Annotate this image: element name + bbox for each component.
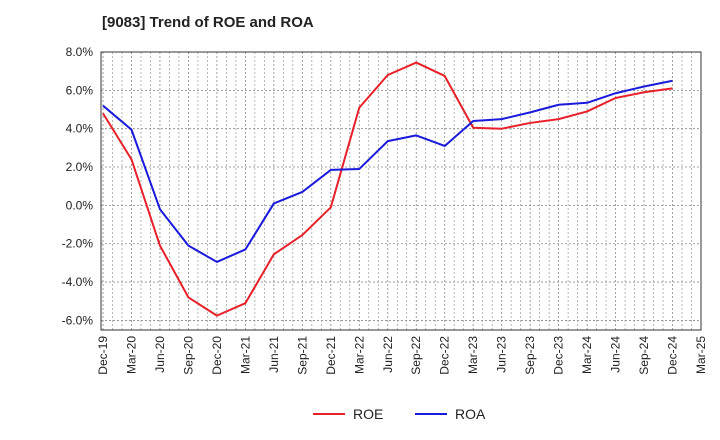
x-tick-label: Dec-24 <box>666 336 680 375</box>
y-tick-label: 6.0% <box>66 83 94 97</box>
series-line-roa <box>102 79 673 263</box>
x-tick-label: Sep-21 <box>295 336 309 375</box>
y-tick-label: 0.0% <box>66 198 94 212</box>
x-tick-label: Dec-21 <box>324 336 338 375</box>
plot-area-frame <box>100 51 702 331</box>
chart-title: [9083] Trend of ROE and ROA <box>102 14 314 31</box>
x-tick-label: Mar-24 <box>580 336 594 374</box>
x-tick-label: Mar-21 <box>238 336 252 374</box>
x-tick-label: Dec-23 <box>552 336 566 375</box>
legend-label-roa: ROA <box>455 406 486 422</box>
x-tick-label: Jun-21 <box>267 336 281 373</box>
y-tick-label: -4.0% <box>62 275 94 289</box>
x-tick-label: Sep-23 <box>523 336 537 375</box>
x-tick-label: Sep-22 <box>409 336 423 375</box>
y-axis-ticks: 8.0% 6.0% 4.0% 2.0% 0.0% -2.0% -4.0% -6.0% <box>62 45 94 327</box>
x-tick-label: Mar-20 <box>124 336 138 374</box>
y-tick-label: -6.0% <box>62 313 94 327</box>
x-tick-label: Dec-19 <box>96 336 110 375</box>
legend: ROE ROA <box>313 406 486 422</box>
x-tick-label: Dec-22 <box>438 336 452 375</box>
legend-label-roe: ROE <box>353 406 383 422</box>
grid <box>101 51 702 330</box>
x-tick-label: Sep-20 <box>181 336 195 375</box>
x-axis-ticks: Dec-19 Mar-20 Jun-20 Sep-20 Dec-20 Mar-21 Jun-… <box>96 336 708 375</box>
y-tick-label: -2.0% <box>62 237 94 251</box>
x-tick-label: Jun-20 <box>153 336 167 373</box>
y-tick-label: 8.0% <box>66 45 94 59</box>
x-tick-label: Jun-22 <box>381 336 395 373</box>
x-tick-label: Mar-22 <box>352 336 366 374</box>
x-tick-label: Jun-23 <box>495 336 509 373</box>
x-tick-label: Mar-25 <box>694 336 708 374</box>
x-tick-label: Dec-20 <box>210 336 224 375</box>
x-tick-label: Mar-23 <box>466 336 480 374</box>
x-tick-label: Jun-24 <box>609 336 623 373</box>
series-line-roe <box>102 61 673 317</box>
y-tick-label: 2.0% <box>66 160 94 174</box>
series-lines <box>102 61 673 317</box>
x-tick-label: Sep-24 <box>637 336 651 375</box>
y-tick-label: 4.0% <box>66 122 94 136</box>
